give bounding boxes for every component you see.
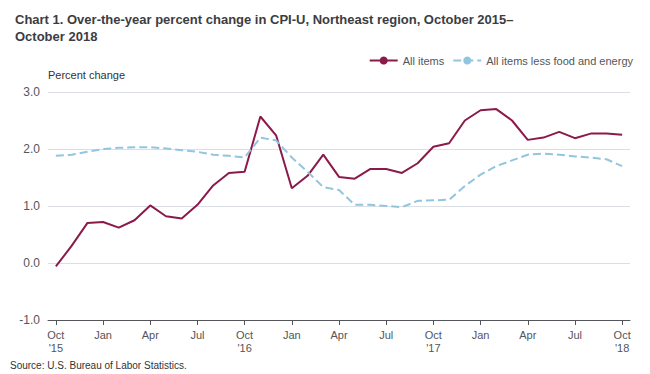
svg-text:Jan: Jan [94, 329, 112, 341]
svg-text:Chart 1. Over-the-year percent: Chart 1. Over-the-year percent change in… [15, 12, 513, 27]
svg-text:All items: All items [403, 55, 445, 67]
svg-text:-1.0: -1.0 [19, 313, 40, 327]
svg-text:Jul: Jul [190, 329, 204, 341]
svg-text:1.0: 1.0 [23, 199, 40, 213]
svg-text:0.0: 0.0 [23, 256, 40, 270]
svg-text:Jul: Jul [568, 329, 582, 341]
svg-text:'17: '17 [426, 342, 440, 354]
svg-text:2.0: 2.0 [23, 142, 40, 156]
svg-text:Oct: Oct [47, 329, 64, 341]
svg-text:All items less food and energy: All items less food and energy [486, 55, 633, 67]
svg-text:Oct: Oct [614, 329, 631, 341]
svg-text:Apr: Apr [519, 329, 536, 341]
svg-text:Jan: Jan [283, 329, 301, 341]
svg-text:Apr: Apr [330, 329, 347, 341]
svg-text:Jul: Jul [379, 329, 393, 341]
svg-text:3.0: 3.0 [23, 85, 40, 99]
svg-text:'15: '15 [49, 342, 63, 354]
svg-text:'18: '18 [615, 342, 629, 354]
svg-text:Apr: Apr [142, 329, 159, 341]
svg-text:Percent change: Percent change [48, 69, 125, 81]
svg-text:Oct: Oct [236, 329, 253, 341]
svg-text:Source: U.S. Bureau of Labor S: Source: U.S. Bureau of Labor Statistics. [10, 360, 187, 371]
svg-text:Oct: Oct [425, 329, 442, 341]
svg-text:October 2018: October 2018 [15, 29, 97, 44]
svg-text:Jan: Jan [472, 329, 490, 341]
svg-text:'16: '16 [237, 342, 251, 354]
